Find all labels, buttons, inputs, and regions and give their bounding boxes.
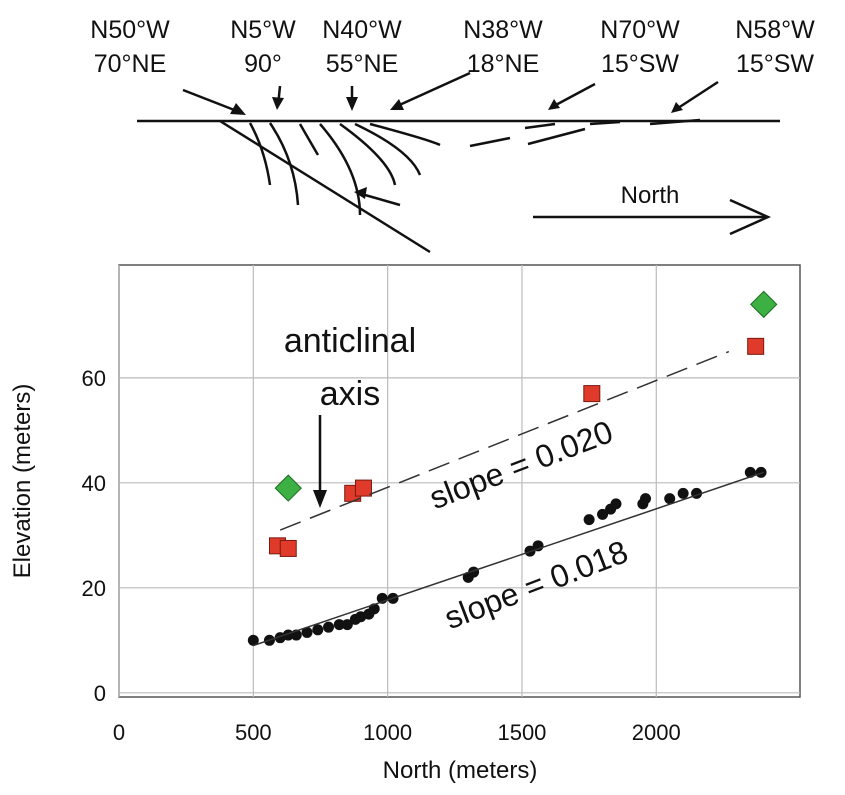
dip-label: 15°SW [601,50,679,78]
dip-label: 55°NE [326,50,399,78]
dip-label: 70°NE [94,50,167,78]
y-tick-label: 40 [82,471,106,496]
annotation-arrowhead [313,490,327,508]
data-point [341,619,353,631]
strike-label: N70°W [600,16,680,44]
x-axis-label: North (meters) [383,757,538,784]
data-point [583,385,601,403]
data-point [333,619,345,631]
strike-label: N50°W [90,16,170,44]
x-tick-label: 500 [235,720,272,745]
strike-label: N58°W [735,16,815,44]
strike-label: N5°W [230,16,296,44]
orientation-labels: N50°W 70°NE N5°W 90° N40°W 55°NE N38°W 18°NE N70… [90,16,815,78]
dip-label: 18°NE [467,50,540,78]
fit-line [253,471,764,647]
y-axis-label: Elevation (meters) [9,384,36,579]
annotation: anticlinal [284,322,416,360]
data-point [279,539,297,557]
data-point [744,466,756,478]
data-point [747,337,765,355]
data-point [610,498,622,510]
data-point [597,508,609,520]
data-point [354,479,372,497]
x-tick-label: 2000 [632,720,681,745]
data-point [312,624,324,636]
data-point [247,634,259,646]
dip-label: 15°SW [736,50,814,78]
dip-label: 90° [244,50,282,78]
direction-label: North [621,182,680,209]
y-tick-label: 20 [82,576,106,601]
cross-section [137,71,780,254]
data-point [640,493,652,505]
strike-label: N38°W [463,16,543,44]
plot: 0 500 1000 1500 2000 0 20 40 60 [82,265,800,745]
annotation: slope = 0.020 [424,413,617,516]
data-point [323,621,335,633]
data-point [274,474,302,502]
y-tick-label: 60 [82,366,106,391]
arrowheads [230,97,683,199]
data-point [755,466,767,478]
fit-line [279,350,730,531]
data-point [583,514,595,526]
strike-label: N40°W [322,16,402,44]
x-tick-label: 1000 [363,720,412,745]
data-point [677,487,689,499]
data-point [750,290,778,319]
x-tick-label: 0 [113,720,125,745]
y-tick-label: 0 [94,681,106,706]
data-point [301,626,313,638]
annotation: axis [320,375,380,413]
x-tick-label: 1500 [497,720,546,745]
data-point [664,493,676,505]
